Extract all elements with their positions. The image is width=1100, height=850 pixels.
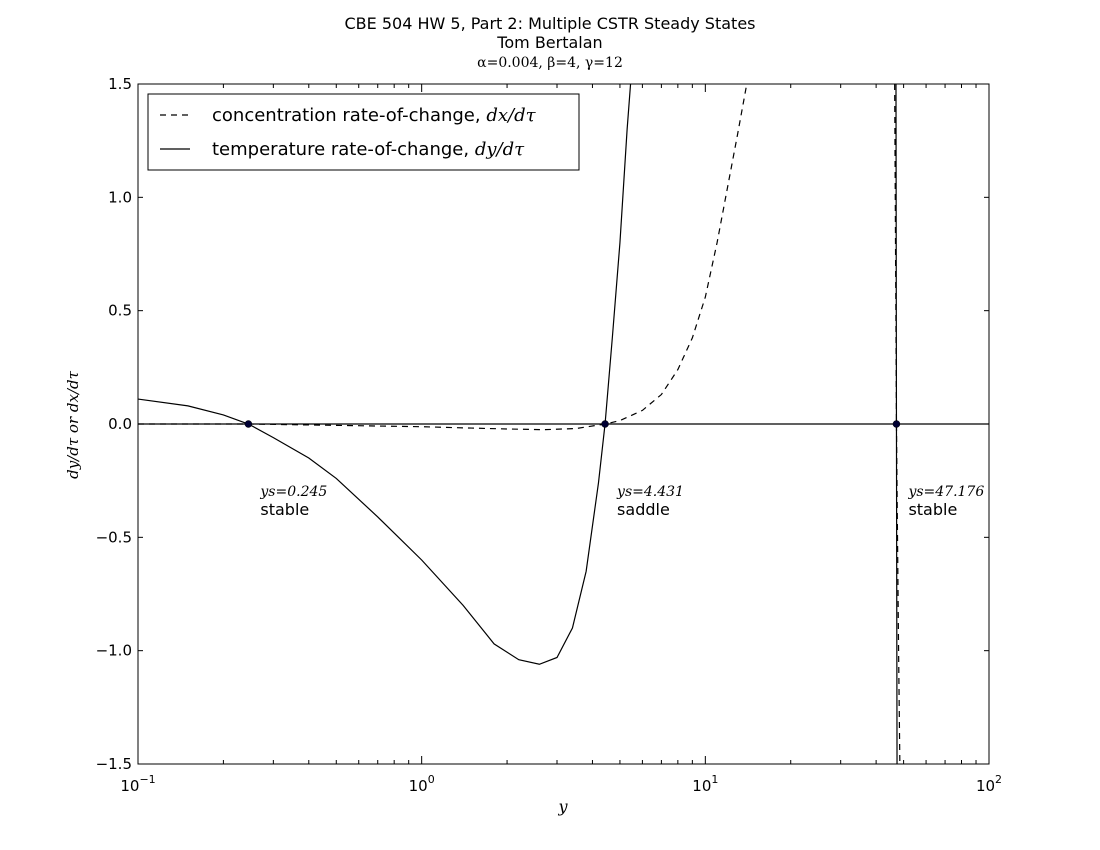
x-axis-label: y [557, 797, 568, 816]
chart-subtitle: Tom Bertalan [496, 33, 602, 52]
legend-label-text: concentration rate-of-change, [212, 105, 486, 126]
y-axis-label: dy/dτ or dx/dτ [64, 370, 82, 478]
series-line-dx-tail [894, 84, 901, 764]
y-tick-label: −1.0 [96, 642, 132, 660]
steady-state-stability-label: stable [908, 500, 957, 519]
steady-state-stability-label: saddle [617, 500, 670, 519]
legend-label-dy: temperature rate-of-change, dy/dτ [212, 139, 525, 160]
x-tick-label: 101 [692, 773, 718, 795]
x-tick-label-base: 10 [976, 777, 995, 795]
x-tick-label: 10−1 [120, 773, 155, 795]
y-tick-label: 0.5 [108, 302, 132, 320]
x-tick-label-exponent: 0 [428, 773, 435, 786]
steady-state-value-label: ys=4.431 [616, 484, 684, 500]
plot-area: 1.51.00.50.0−0.5−1.0−1.510−1 100 101 102ys=… [96, 75, 1002, 795]
y-tick-label: −0.5 [96, 528, 132, 546]
steady-state-marker [601, 420, 609, 428]
steady-state-value-label: ys=0.245 [259, 484, 327, 500]
legend-label-text: temperature rate-of-change, [212, 139, 475, 160]
x-tick-label: 100 [409, 773, 435, 795]
series-group [138, 84, 989, 764]
y-tick-label: 1.0 [108, 188, 132, 206]
series-line-dx [138, 84, 748, 431]
x-tick-label-exponent: 1 [711, 773, 718, 786]
y-tick-label: −1.5 [96, 755, 132, 773]
x-tick-label-exponent: 2 [995, 773, 1002, 786]
x-tick-label-exponent: −1 [139, 773, 155, 786]
series-line-dy [138, 84, 632, 665]
legend: concentration rate-of-change, dx/dτ tempe… [147, 93, 580, 171]
legend-label-math: dy/dτ [475, 139, 525, 160]
x-tick-label-base: 10 [120, 777, 139, 795]
steady-state-marker [244, 420, 253, 428]
y-tick-label: 0.0 [108, 415, 132, 433]
chart-title: CBE 504 HW 5, Part 2: Multiple CSTR Stea… [344, 14, 755, 33]
legend-box [147, 93, 580, 171]
steady-state-marker [892, 420, 901, 428]
y-tick-label: 1.5 [108, 75, 132, 93]
steady-state-stability-label: stable [260, 500, 309, 519]
x-tick-label-base: 10 [692, 777, 711, 795]
legend-label-dx: concentration rate-of-change, dx/dτ [212, 105, 537, 126]
chart-params-label: α=0.004, β=4, γ=12 [477, 55, 623, 71]
steady-state-value-label: ys=47.176 [907, 484, 984, 500]
x-tick-label-base: 10 [409, 777, 428, 795]
legend-label-math: dx/dτ [486, 105, 536, 126]
x-tick-label: 102 [976, 773, 1002, 795]
